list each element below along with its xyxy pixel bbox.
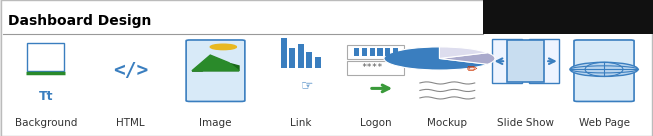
Wedge shape [439,53,495,64]
Polygon shape [192,55,239,71]
FancyBboxPatch shape [347,61,404,75]
Wedge shape [439,47,488,58]
Text: Web Page: Web Page [579,118,629,128]
Text: Logon: Logon [360,118,391,128]
Text: HTML: HTML [116,118,145,128]
Bar [281,38,287,68]
FancyBboxPatch shape [574,40,634,101]
Text: Tt: Tt [39,90,53,103]
Circle shape [570,62,638,76]
Bar [306,52,312,68]
Bar [370,48,375,56]
Polygon shape [192,61,239,71]
Text: Image: Image [199,118,232,128]
Text: </>: </> [113,61,148,80]
Text: Link: Link [290,118,311,128]
Bar [483,0,653,34]
Wedge shape [384,47,488,70]
Bar [362,48,367,56]
Text: ****: **** [362,63,383,72]
Bar [377,48,383,56]
Circle shape [210,44,236,50]
FancyBboxPatch shape [27,43,64,71]
FancyBboxPatch shape [186,40,245,101]
Text: ✏: ✏ [467,63,477,76]
Text: Background: Background [14,118,77,128]
Text: ☞: ☞ [300,79,313,93]
Bar [298,44,304,68]
Text: Dashboard Design: Dashboard Design [8,14,151,28]
Bar [385,48,390,56]
Bar [354,48,359,56]
FancyBboxPatch shape [529,39,559,83]
FancyBboxPatch shape [507,40,544,82]
FancyBboxPatch shape [492,39,522,83]
Bar [289,48,295,68]
Text: Slide Show: Slide Show [497,118,554,128]
Bar [315,57,321,68]
FancyBboxPatch shape [347,45,404,59]
Bar [393,48,398,56]
Text: Mockup: Mockup [427,118,468,128]
